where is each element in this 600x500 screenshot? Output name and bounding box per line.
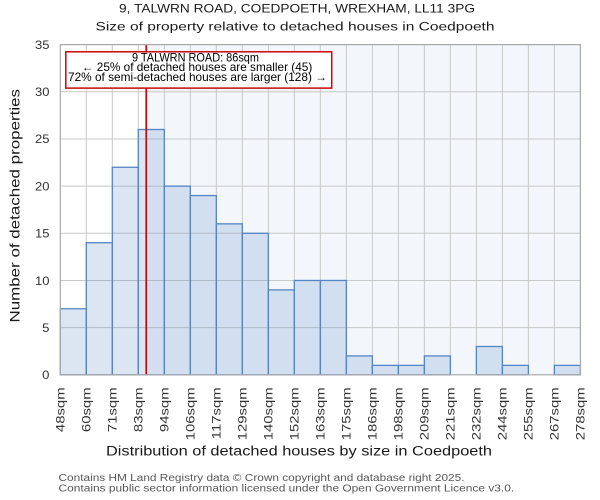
svg-text:Contains HM Land Registry data: Contains HM Land Registry data © Crown c… [59, 473, 465, 484]
svg-text:60sqm: 60sqm [79, 387, 93, 432]
svg-text:94sqm: 94sqm [157, 387, 171, 432]
svg-text:0: 0 [42, 368, 50, 382]
svg-text:25: 25 [35, 132, 50, 146]
svg-text:5: 5 [42, 321, 50, 335]
svg-text:Distribution of detached house: Distribution of detached houses by size … [106, 444, 492, 459]
svg-text:209sqm: 209sqm [417, 387, 431, 440]
svg-text:35: 35 [35, 38, 50, 52]
svg-text:20: 20 [35, 179, 50, 193]
svg-text:← 25% of detached houses are s: ← 25% of detached houses are smaller (45… [82, 61, 313, 74]
svg-text:278sqm: 278sqm [574, 387, 588, 440]
svg-text:152sqm: 152sqm [287, 387, 301, 440]
svg-text:198sqm: 198sqm [391, 387, 405, 440]
svg-text:15: 15 [35, 227, 50, 241]
svg-text:163sqm: 163sqm [313, 387, 327, 440]
svg-text:175sqm: 175sqm [339, 387, 353, 440]
svg-text:106sqm: 106sqm [183, 387, 197, 440]
svg-text:72% of semi-detached houses ar: 72% of semi-detached houses are larger (… [68, 71, 327, 84]
svg-text:117sqm: 117sqm [209, 387, 223, 439]
svg-text:Size of property relative to d: Size of property relative to detached ho… [96, 20, 495, 34]
svg-text:9, TALWRN ROAD, COEDPOETH, WRE: 9, TALWRN ROAD, COEDPOETH, WREXHAM, LL11… [119, 1, 475, 15]
svg-text:71sqm: 71sqm [105, 387, 119, 432]
svg-text:186sqm: 186sqm [365, 387, 379, 440]
svg-text:Number of detached properties: Number of detached properties [7, 89, 23, 323]
svg-text:129sqm: 129sqm [235, 387, 249, 440]
svg-text:221sqm: 221sqm [443, 387, 457, 440]
svg-text:10: 10 [35, 274, 50, 288]
svg-text:140sqm: 140sqm [261, 387, 275, 440]
svg-text:9 TALWRN ROAD: 86sqm: 9 TALWRN ROAD: 86sqm [132, 52, 259, 65]
svg-text:30: 30 [35, 85, 50, 99]
svg-text:267sqm: 267sqm [548, 387, 562, 440]
svg-text:255sqm: 255sqm [521, 387, 535, 440]
svg-text:83sqm: 83sqm [131, 387, 145, 432]
svg-text:48sqm: 48sqm [53, 387, 67, 432]
svg-text:Contains public sector informa: Contains public sector information licen… [59, 483, 515, 494]
svg-text:244sqm: 244sqm [495, 387, 509, 440]
svg-text:232sqm: 232sqm [469, 387, 483, 440]
